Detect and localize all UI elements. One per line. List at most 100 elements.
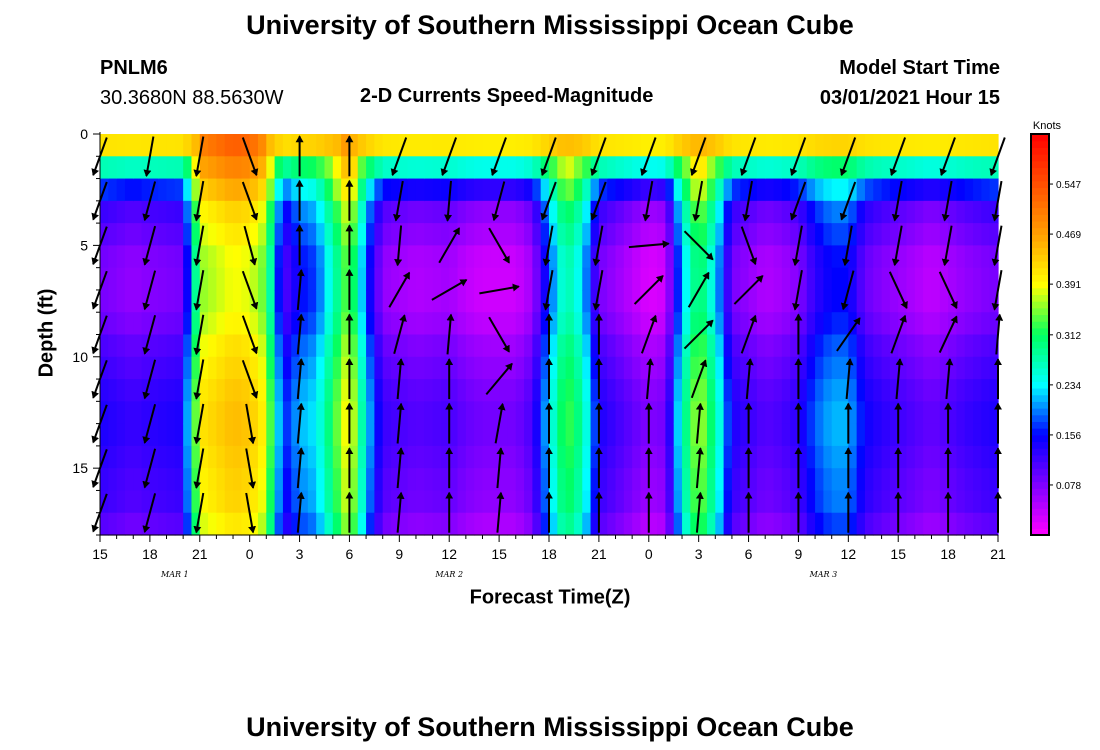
heatmap-cell (407, 267, 417, 291)
heatmap-cell (357, 312, 367, 336)
heatmap-cell (341, 334, 351, 358)
heatmap-cell (823, 156, 833, 180)
heatmap-cell (923, 312, 933, 336)
heatmap-cell (557, 423, 567, 447)
heatmap-cell (931, 267, 941, 291)
heatmap-cell (573, 334, 583, 358)
heatmap-cell (224, 267, 234, 291)
heatmap-cell (848, 245, 858, 269)
heatmap-cell (956, 156, 966, 180)
heatmap-cell (391, 512, 400, 536)
heatmap-cell (324, 200, 334, 224)
heatmap-cell (756, 312, 766, 336)
current-vector (792, 270, 803, 311)
current-vector (396, 447, 405, 489)
heatmap-cell (374, 267, 384, 291)
heatmap-cell (341, 468, 351, 492)
heatmap-cell (424, 490, 434, 514)
heatmap-cell (823, 401, 833, 425)
heatmap-cell (532, 468, 542, 492)
x-tick-label: 3 (296, 546, 304, 562)
current-vector (193, 359, 205, 400)
heatmap-cell (673, 490, 683, 514)
heatmap-cell (549, 356, 558, 380)
colorbar-swatch (1031, 187, 1049, 195)
current-vector (488, 227, 510, 264)
heatmap-cell (823, 512, 833, 536)
heatmap-cell (981, 267, 991, 291)
heatmap-cell (449, 200, 459, 224)
heatmap-cell (166, 312, 176, 336)
heatmap-cell (357, 356, 367, 380)
heatmap-cell (324, 334, 334, 358)
heatmap-cell (415, 267, 425, 291)
heatmap-cell (549, 223, 558, 246)
heatmap-cell (956, 223, 966, 246)
current-vector (142, 493, 157, 533)
heatmap-cell (332, 379, 342, 402)
heatmap-cell (515, 356, 525, 380)
colorbar-swatch (1031, 468, 1049, 476)
heatmap-cell (432, 267, 442, 291)
current-vectors (91, 135, 1006, 534)
heatmap-cell (332, 445, 342, 469)
chart-subtitle: 2-D Currents Speed-Magnitude (360, 85, 654, 107)
heatmap-cell (648, 512, 658, 536)
heatmap-cell (815, 267, 824, 291)
heatmap-cell (374, 334, 384, 358)
x-tick-label: 12 (841, 546, 857, 562)
heatmap-cell (856, 512, 866, 536)
heatmap-cell (715, 134, 725, 157)
heatmap-cell (973, 468, 982, 492)
heatmap-cell (540, 178, 550, 202)
heatmap-cell (582, 468, 592, 492)
heatmap-cell (540, 267, 550, 291)
heatmap-cell (864, 445, 874, 469)
heatmap-cell (831, 423, 841, 447)
heatmap-cell (823, 356, 833, 380)
date-label: MAR 1 (160, 570, 189, 579)
heatmap-cell (715, 334, 725, 358)
colorbar-swatch (1031, 441, 1049, 449)
colorbar-tick-label: 0.312 (1056, 331, 1081, 342)
heatmap-cell (424, 267, 434, 291)
heatmap-cell (889, 200, 899, 224)
heatmap-cell (914, 445, 924, 469)
heatmap-cell (482, 512, 492, 536)
heatmap-cell (748, 379, 758, 402)
heatmap-cell (116, 334, 126, 358)
heatmap-cell (607, 334, 617, 358)
heatmap-cell (407, 156, 417, 180)
heatmap-cell (108, 134, 118, 157)
heatmap-cell (482, 379, 492, 402)
current-vector (938, 271, 958, 310)
heatmap-cell (773, 178, 783, 202)
heatmap-cell (532, 334, 542, 358)
heatmap-cell (823, 223, 833, 246)
heatmap-cell (914, 512, 924, 536)
heatmap-cell (108, 245, 118, 269)
heatmap-cell (382, 156, 392, 180)
heatmap-cell (657, 223, 666, 246)
heatmap-cell (731, 512, 741, 536)
heatmap-cell (465, 267, 475, 291)
heatmap-cell (299, 423, 309, 447)
heatmap-cell (540, 245, 550, 269)
heatmap-cell (665, 379, 675, 402)
heatmap-cell (623, 245, 633, 269)
heatmap-cell (989, 334, 999, 358)
heatmap-cell (307, 134, 317, 157)
heatmap-cell (864, 245, 874, 269)
heatmap-cell (399, 200, 409, 224)
heatmap-cell (465, 334, 475, 358)
heatmap-cell (282, 267, 292, 291)
heatmap-cell (798, 379, 808, 402)
heatmap-cell (341, 156, 351, 180)
heatmap-cell (781, 468, 791, 492)
heatmap-cell (931, 134, 941, 157)
heatmap-cell (590, 134, 600, 157)
heatmap-cell (773, 245, 783, 269)
heatmap-cell (465, 312, 475, 336)
colorbar-swatch (1031, 374, 1049, 382)
heatmap-cell (831, 356, 841, 380)
